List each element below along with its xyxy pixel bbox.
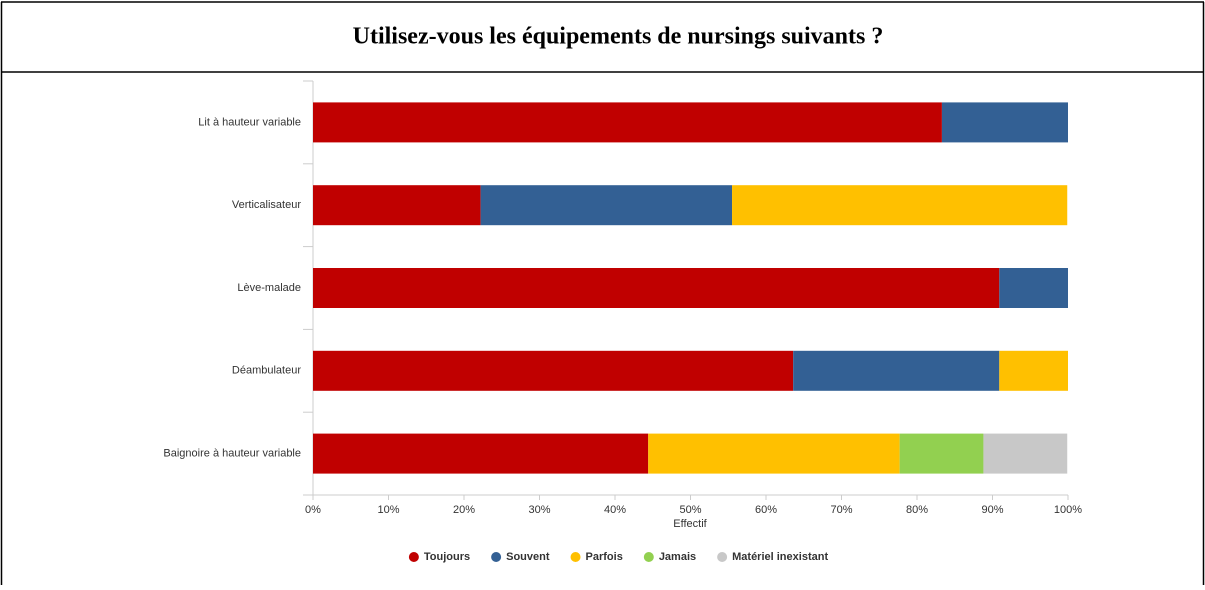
legend-label: Souvent xyxy=(506,551,550,563)
bar-segment xyxy=(941,102,1068,143)
legend-label: Parfois xyxy=(586,551,623,563)
chart-title: Utilisez-vous les équipements de nursing… xyxy=(353,24,884,50)
bar-segment xyxy=(313,268,1000,308)
x-axis-label: Effectif xyxy=(673,518,707,530)
legend-label: Jamais xyxy=(659,551,696,563)
legend-label: Toujours xyxy=(424,551,470,563)
y-tick-label: Baignoire à hauteur variable xyxy=(163,448,301,460)
x-tick-label: 0% xyxy=(305,504,321,516)
legend-marker xyxy=(408,552,419,562)
x-tick-label: 60% xyxy=(755,504,777,516)
legend-marker xyxy=(570,552,581,562)
legend-marker xyxy=(491,552,502,562)
x-tick-label: 30% xyxy=(528,504,550,516)
bar-segment xyxy=(313,433,649,474)
bar-segment xyxy=(999,350,1068,391)
bar-segment xyxy=(999,268,1068,308)
x-tick-label: 80% xyxy=(906,504,928,516)
y-tick-label: Verticalisateur xyxy=(232,199,301,211)
bar-segment xyxy=(793,350,1000,391)
x-tick-label: 20% xyxy=(453,504,475,516)
x-tick-label: 70% xyxy=(830,504,852,516)
legend-marker xyxy=(717,552,728,562)
x-tick-label: 100% xyxy=(1054,504,1082,516)
bar-segment xyxy=(899,433,984,474)
bar-segment xyxy=(313,350,794,391)
legend-label: Matériel inexistant xyxy=(732,551,828,563)
bar-segment xyxy=(480,185,733,226)
bar-segment xyxy=(648,433,900,474)
bar-segment xyxy=(313,185,481,226)
legend-marker xyxy=(643,552,654,562)
x-tick-label: 50% xyxy=(679,504,701,516)
x-tick-label: 40% xyxy=(604,504,626,516)
bar-segment xyxy=(983,433,1068,474)
bar-segment xyxy=(313,102,942,143)
y-tick-label: Déambulateur xyxy=(232,365,301,377)
y-tick-label: Lève-malade xyxy=(237,282,301,294)
x-tick-label: 10% xyxy=(377,504,399,516)
y-tick-label: Lit à hauteur variable xyxy=(198,116,301,128)
bar-segment xyxy=(732,185,1068,226)
x-tick-label: 90% xyxy=(981,504,1003,516)
